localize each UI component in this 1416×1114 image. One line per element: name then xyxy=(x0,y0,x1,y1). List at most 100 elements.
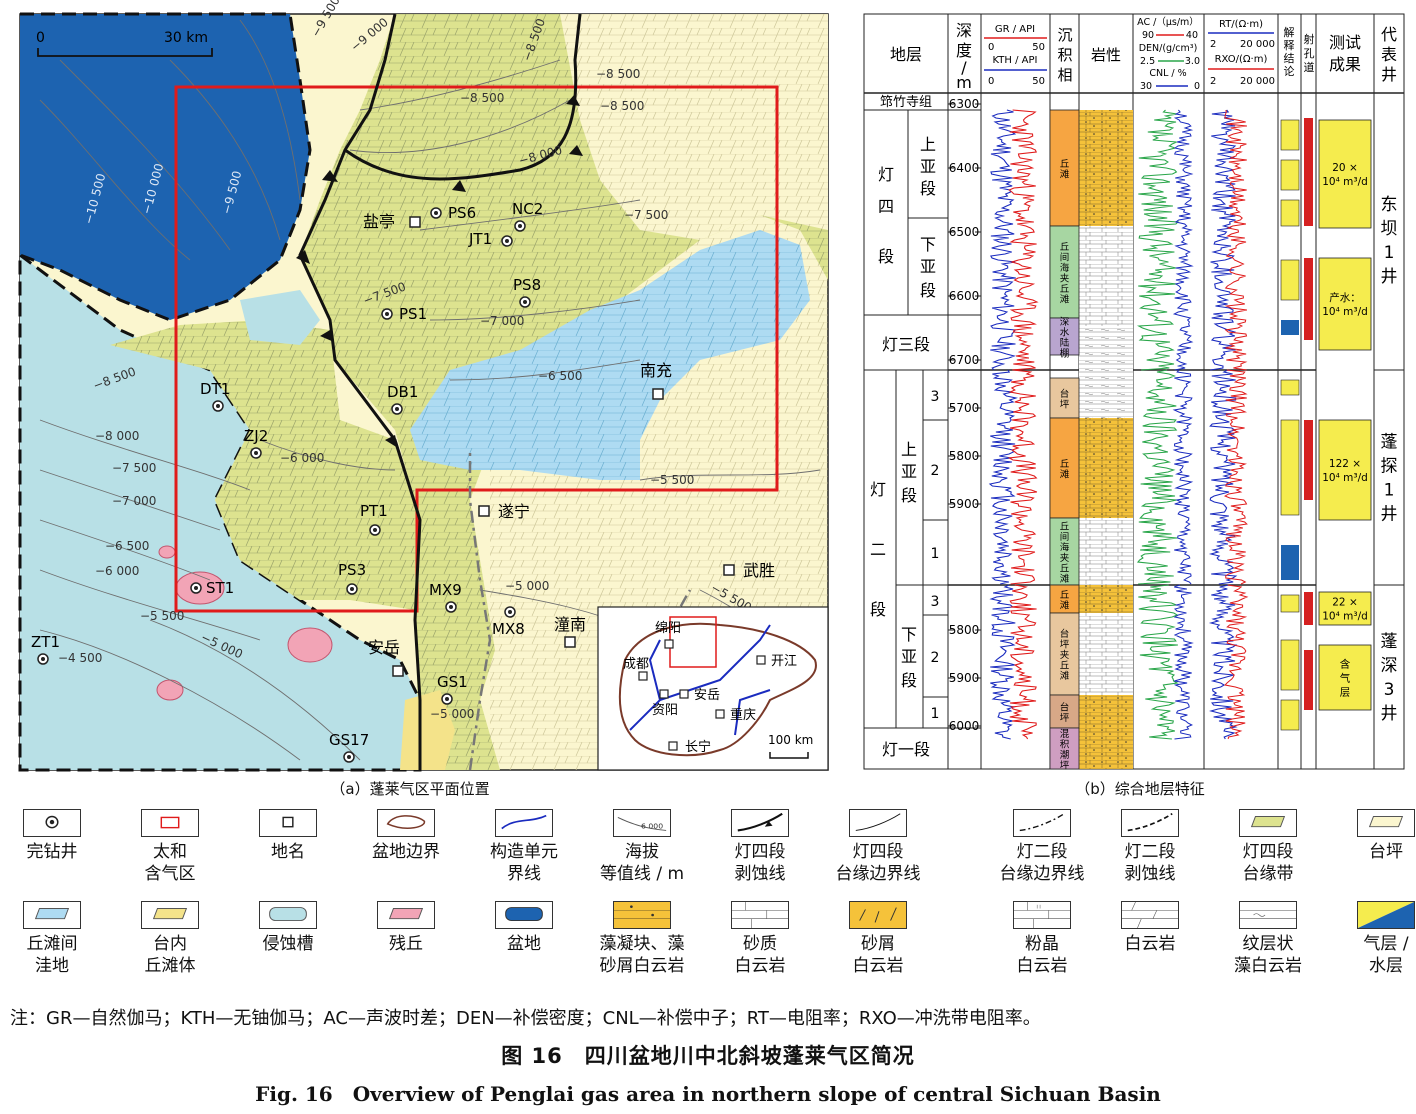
legend-item: 粉晶 白云岩 xyxy=(983,901,1101,977)
well-marker: DT1 xyxy=(200,380,230,412)
well-label: PT1 xyxy=(360,502,388,520)
sub-3: 3 xyxy=(931,389,940,405)
legend-label: 盆地 xyxy=(507,934,541,954)
legend-item: 灯二段 剥蚀线 xyxy=(1091,809,1209,885)
inset-place: 重庆 xyxy=(715,707,756,723)
unit-upper: 段 xyxy=(920,179,936,198)
legend-swatch-platform xyxy=(1357,809,1415,837)
legend-item: 6 000 海拔 等值线 / m xyxy=(583,809,701,885)
place-label: 安岳 xyxy=(368,638,400,657)
facies-label: 丘 xyxy=(1060,521,1070,532)
legend-label: 灯二段 xyxy=(1124,842,1176,862)
contour-label: −5 000 xyxy=(430,707,474,721)
sub-1: 1 xyxy=(931,546,940,562)
well-label: JT1 xyxy=(468,230,492,248)
legend-swatch-mound xyxy=(141,901,199,929)
legend-swatch-basin xyxy=(495,901,553,929)
facies-label: 丘 xyxy=(1060,284,1070,295)
well-label: ST1 xyxy=(206,579,234,597)
facies-block: 丘滩 xyxy=(1049,109,1080,227)
legend-label: 台缘边界线 xyxy=(999,864,1085,884)
facies-label: 间 xyxy=(1060,251,1070,263)
facies-label: 丘 xyxy=(1060,159,1070,170)
unit-upper: 亚 xyxy=(920,157,936,176)
header-facies: 相 xyxy=(1057,66,1072,84)
well-label: PS3 xyxy=(338,561,366,579)
unit-d3: 灯三段 xyxy=(882,335,930,354)
legend-label: 砂质 xyxy=(743,934,777,954)
header-rep: 表 xyxy=(1381,45,1397,64)
scale-label: 30 km xyxy=(164,30,208,46)
gas-layer xyxy=(1280,699,1300,731)
facies-label: 坪 xyxy=(1060,398,1070,410)
well-marker: MX8 xyxy=(492,606,525,638)
header-interp: 论 xyxy=(1284,64,1295,78)
legend-label: 界线 xyxy=(507,864,541,884)
gr-range-max: 50 xyxy=(1032,42,1045,53)
facies-label: 夹 xyxy=(1060,552,1070,564)
facies-label: 坪 xyxy=(1060,712,1070,724)
inset-place-label: 重庆 xyxy=(730,707,756,723)
depth-label: 6600 xyxy=(949,289,980,303)
legend-item: 白云岩 xyxy=(1091,901,1209,955)
gas-layer xyxy=(1280,419,1300,516)
unit-d4: 段 xyxy=(878,247,894,266)
sub-2: 2 xyxy=(931,463,940,479)
figure-title-en: Fig. 16 Overview of Penglai gas area in … xyxy=(255,1082,1161,1106)
water-layer xyxy=(1281,560,1299,580)
kth-range-min: 0 xyxy=(988,76,994,87)
place-label: 潼南 xyxy=(554,615,586,634)
unit-d1: 灯一段 xyxy=(882,740,930,759)
well-marker: ST1 xyxy=(190,579,234,597)
depth-label: 5900 xyxy=(949,497,980,511)
test-result-text: 10⁴ m³/d xyxy=(1322,176,1368,188)
facies-label: 混 xyxy=(1060,729,1070,740)
inset-place: 安岳 xyxy=(679,688,720,703)
facies-label: 丘 xyxy=(1060,459,1070,470)
depth-label: 5700 xyxy=(949,401,980,415)
unit-d2: 二 xyxy=(870,540,886,559)
facies-label: 夹 xyxy=(1060,649,1070,661)
representative-well: 蓬 xyxy=(1381,433,1398,453)
legend-label: 残丘 xyxy=(389,934,423,954)
well-marker: PS3 xyxy=(338,561,366,595)
well-marker: PT1 xyxy=(360,502,388,536)
legend-label: 纹层状 xyxy=(1242,934,1294,954)
legend-item: 灯四段 台缘带 xyxy=(1209,809,1327,885)
legend-label: 剥蚀线 xyxy=(1124,864,1176,884)
legend-item: 侵蚀槽 xyxy=(229,901,347,955)
test-result: 122 × 10⁴ m³/d xyxy=(1318,419,1372,521)
facies-label: 间 xyxy=(1060,531,1070,543)
representative-well: 3 xyxy=(1384,680,1395,700)
legend-label: 丘滩体 xyxy=(144,956,196,976)
legend-swatch-arenite xyxy=(849,901,907,929)
abbreviation-note: 注：GR—自然伽马；KTH—无铀伽马；AC—声波时差；DEN—补偿密度；CNL—… xyxy=(10,1008,1041,1029)
well-label: GS1 xyxy=(437,673,468,691)
test-result: 产水： 10⁴ m³/d xyxy=(1318,257,1372,351)
inset-place-label: 绵阳 xyxy=(655,621,681,636)
place-label: 盐亭 xyxy=(363,212,395,231)
well-marker: ZJ2 xyxy=(244,427,268,459)
facies-block: 丘滩 xyxy=(1049,417,1080,519)
legend-item: 藻凝块、藻 砂屑白云岩 xyxy=(583,901,701,977)
facies-block: 台坪 xyxy=(1049,377,1080,419)
well-marker: PS1 xyxy=(381,305,427,323)
facies-label: 丘 xyxy=(1060,661,1070,672)
rt-range-min: 2 xyxy=(1210,39,1216,50)
representative-well: 坝 xyxy=(1381,219,1398,239)
legend-label: 丘滩间 xyxy=(26,934,78,954)
unit-upper: 亚 xyxy=(901,462,917,481)
perforation xyxy=(1304,650,1313,710)
legend-item: 砂质 白云岩 xyxy=(701,901,819,977)
facies-label: 潮 xyxy=(1060,749,1070,761)
test-result-text: 10⁴ m³/d xyxy=(1322,472,1368,484)
well-label: NC2 xyxy=(512,200,543,218)
test-result-text: 122 × xyxy=(1329,458,1361,470)
inset-place-label: 安岳 xyxy=(694,688,720,703)
unit-upper: 段 xyxy=(901,486,917,505)
depth-label: 6500 xyxy=(949,225,980,239)
depth-label: 6000 xyxy=(949,719,980,733)
inset-place: 资阳 xyxy=(652,689,678,718)
place-label: 遂宁 xyxy=(498,502,530,521)
